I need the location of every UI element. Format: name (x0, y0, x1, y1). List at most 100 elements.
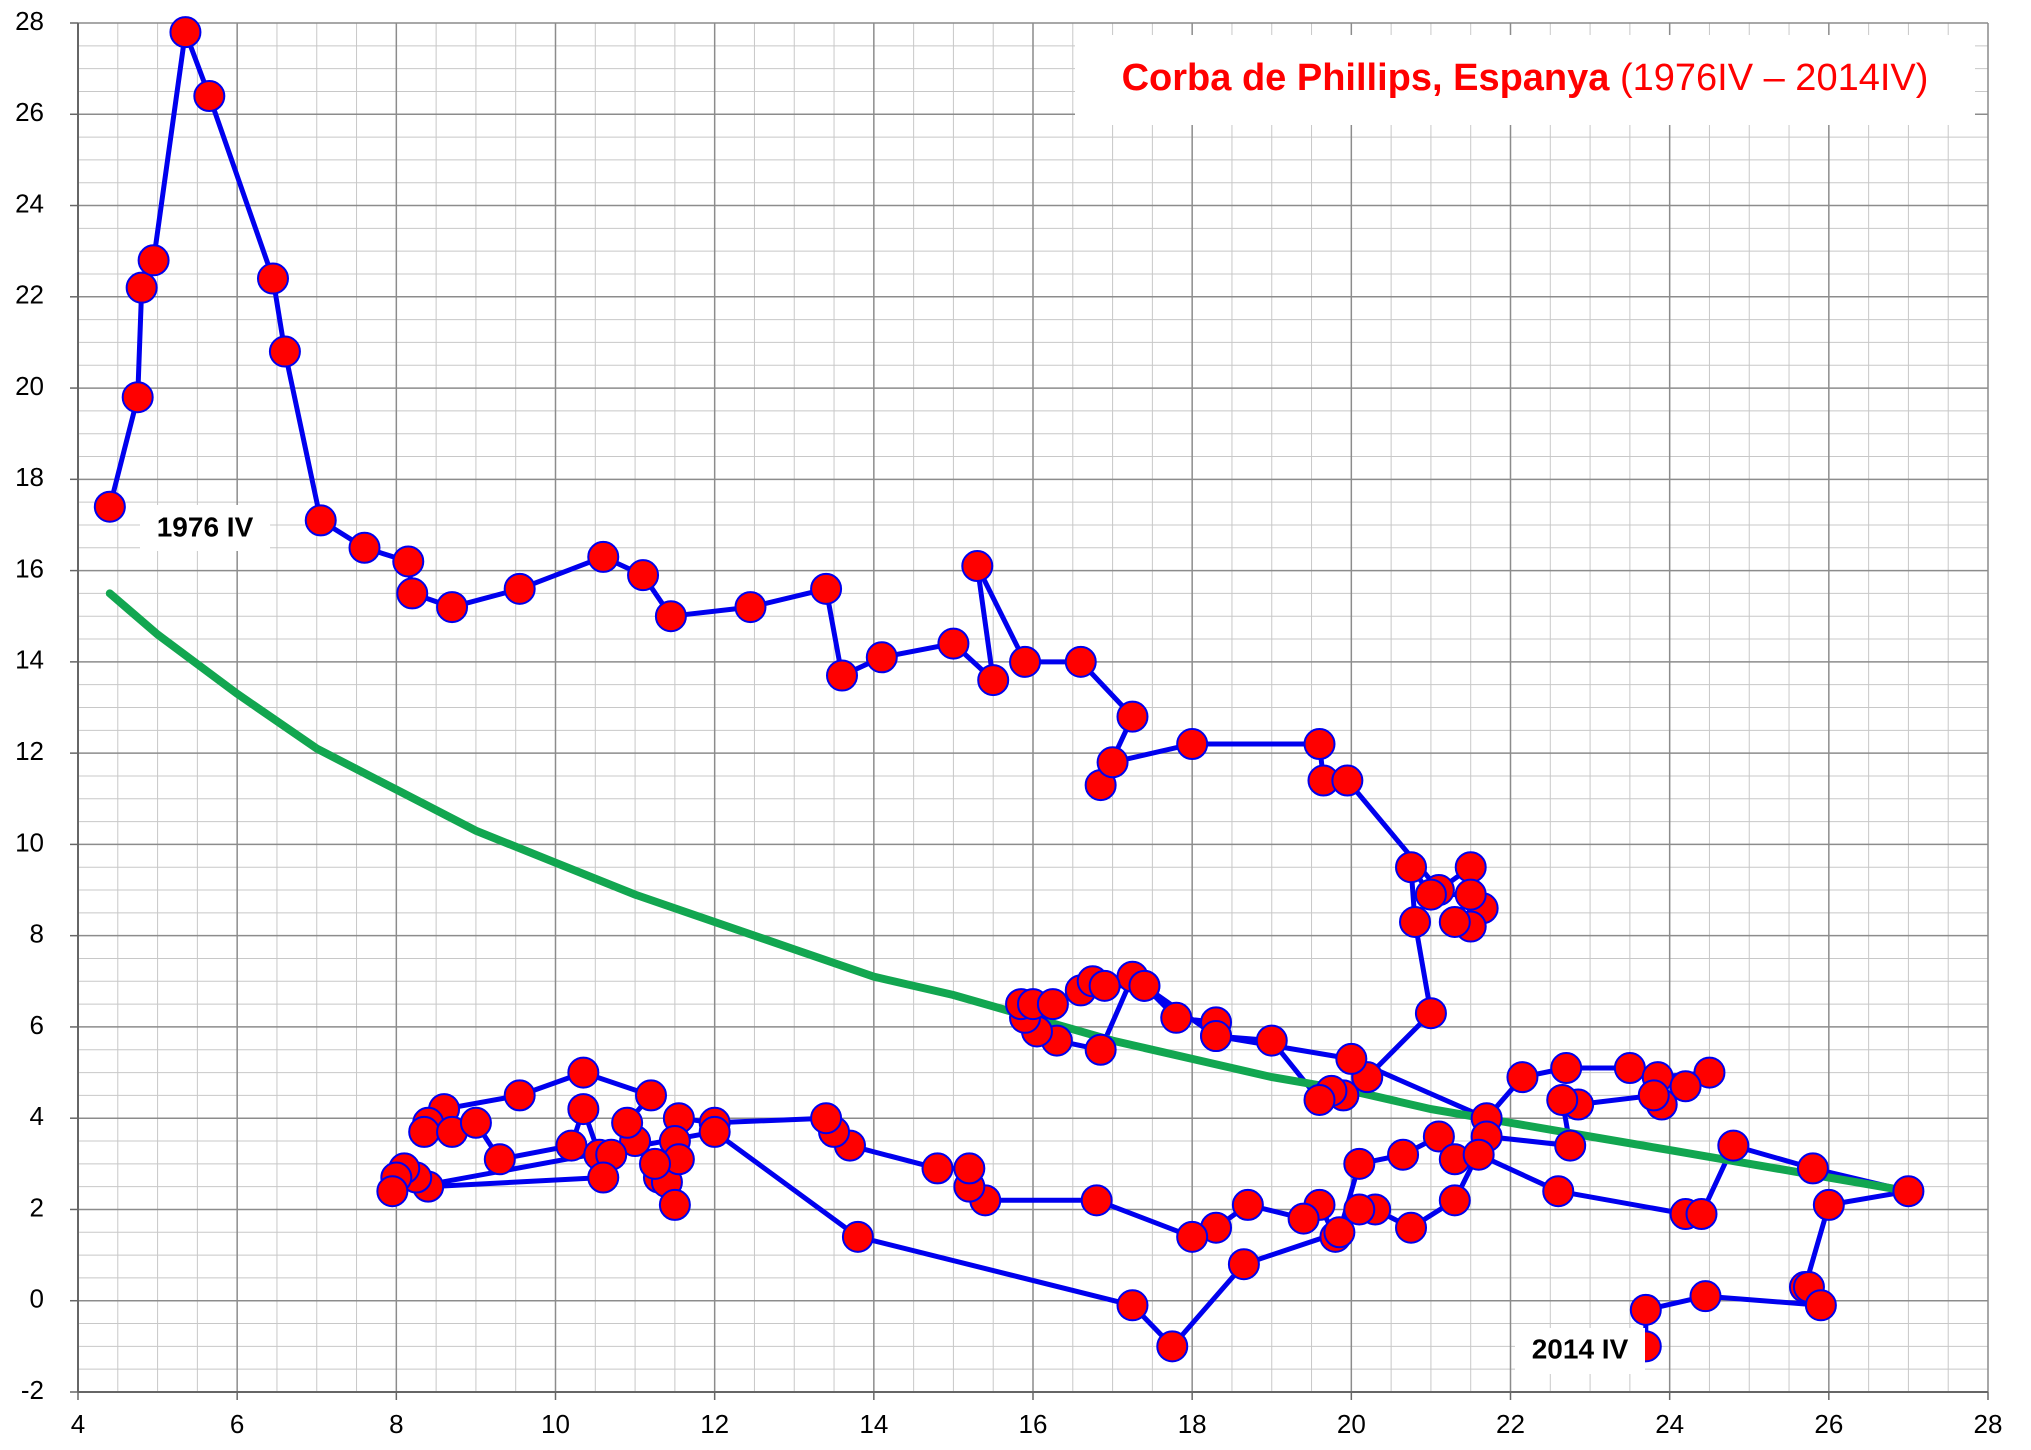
y-tick-label: 10 (15, 827, 44, 857)
data-point (121, 381, 154, 414)
x-tick-label: 28 (1974, 1409, 2003, 1439)
data-line (107, 29, 1911, 1349)
data-point (638, 1147, 671, 1180)
data-point (93, 490, 126, 523)
data-point (193, 80, 226, 113)
chart-title: Corba de Phillips, Espanya (1976IV – 201… (1122, 57, 1929, 99)
data-point (1255, 1024, 1288, 1057)
data-point (1116, 700, 1149, 733)
data-point (826, 659, 858, 692)
data-point (1343, 1193, 1376, 1226)
data-point (1629, 1293, 1662, 1326)
data-point (921, 1152, 954, 1185)
x-tick-label: 26 (1814, 1409, 1843, 1439)
data-point (1176, 728, 1209, 761)
data-point (611, 1106, 644, 1139)
data-point (1438, 905, 1471, 938)
data-point (1084, 1033, 1117, 1066)
annotation-box (140, 505, 270, 551)
data-point (125, 271, 158, 304)
data-point (1812, 1188, 1845, 1221)
data-point (567, 1093, 600, 1126)
data-point (1637, 1079, 1670, 1112)
x-tick-label: 10 (541, 1409, 570, 1439)
data-point (1303, 728, 1336, 761)
data-point (256, 262, 289, 295)
y-tick-label: 2 (30, 1192, 44, 1222)
data-point (1717, 1129, 1750, 1162)
data-point (1554, 1129, 1587, 1162)
data-point (503, 572, 536, 605)
y-tick-label: 20 (15, 371, 44, 401)
title-box (1075, 35, 1975, 125)
data-point (1128, 969, 1161, 1002)
data-point (1323, 1216, 1356, 1249)
data-point (810, 572, 843, 605)
data-point (1506, 1061, 1539, 1094)
data-point (1156, 1330, 1189, 1363)
y-tick-label: 16 (15, 553, 44, 583)
data-point (169, 16, 202, 49)
title-space (1609, 57, 1620, 99)
data-point (698, 1115, 731, 1148)
y-tick-label: 24 (15, 188, 44, 218)
title-main: Corba de Phillips, Espanya (1122, 57, 1611, 99)
y-tick-label: 12 (15, 736, 44, 766)
title-period: (1976IV – 2014IV) (1620, 57, 1928, 99)
data-point (658, 1188, 691, 1221)
x-tick-label: 12 (700, 1409, 729, 1439)
y-tick-label: 22 (15, 280, 44, 310)
data-point (841, 1220, 874, 1253)
data-point (961, 550, 994, 583)
y-tick-label: 0 (30, 1284, 44, 1314)
x-tick-label: 6 (230, 1409, 244, 1439)
data-point (459, 1106, 492, 1139)
annotation: 2014 IV (1532, 1333, 1629, 1364)
data-point (436, 591, 469, 624)
trend-line (105, 589, 1913, 1196)
data-point (396, 577, 429, 610)
data-point (1414, 878, 1447, 911)
x-tick-label: 22 (1496, 1409, 1525, 1439)
y-tick-label: 28 (15, 6, 44, 36)
data-point (376, 1175, 409, 1208)
y-tick-label: 4 (30, 1101, 44, 1131)
data-point (503, 1079, 536, 1112)
data-point (1395, 851, 1428, 884)
data-point (1438, 1184, 1471, 1217)
annotation-box (1515, 1328, 1645, 1374)
data-point (1542, 1175, 1575, 1208)
data-point (1550, 1052, 1583, 1085)
x-tick-label: 8 (389, 1409, 403, 1439)
data-point (268, 335, 301, 368)
data-point (1399, 905, 1431, 938)
data-point (1422, 1120, 1455, 1153)
y-tick-label: 26 (15, 97, 44, 127)
data-point (627, 559, 660, 592)
annotation: 1976 IV (157, 511, 254, 542)
data-point (1200, 1020, 1233, 1053)
data-point (392, 545, 425, 578)
data-point (865, 641, 898, 674)
data-point (1036, 988, 1069, 1021)
data-point (953, 1152, 986, 1185)
data-point (1160, 1001, 1193, 1034)
data-point (1546, 1083, 1579, 1116)
data-point (1231, 1188, 1264, 1221)
data-point (1096, 746, 1129, 779)
data-point (587, 540, 620, 573)
x-tick-label: 24 (1655, 1409, 1684, 1439)
data-point (1009, 645, 1042, 678)
data-point (1613, 1052, 1646, 1085)
data-point (1693, 1056, 1726, 1089)
data-point (1287, 1202, 1320, 1235)
data-point (587, 1161, 620, 1194)
y-tick-label: 14 (15, 645, 44, 675)
data-point (734, 591, 767, 624)
data-point (1303, 1083, 1336, 1116)
data-point (1454, 851, 1487, 884)
data-point (1088, 969, 1121, 1002)
data-point (1685, 1198, 1718, 1231)
data-point (1387, 1138, 1420, 1171)
